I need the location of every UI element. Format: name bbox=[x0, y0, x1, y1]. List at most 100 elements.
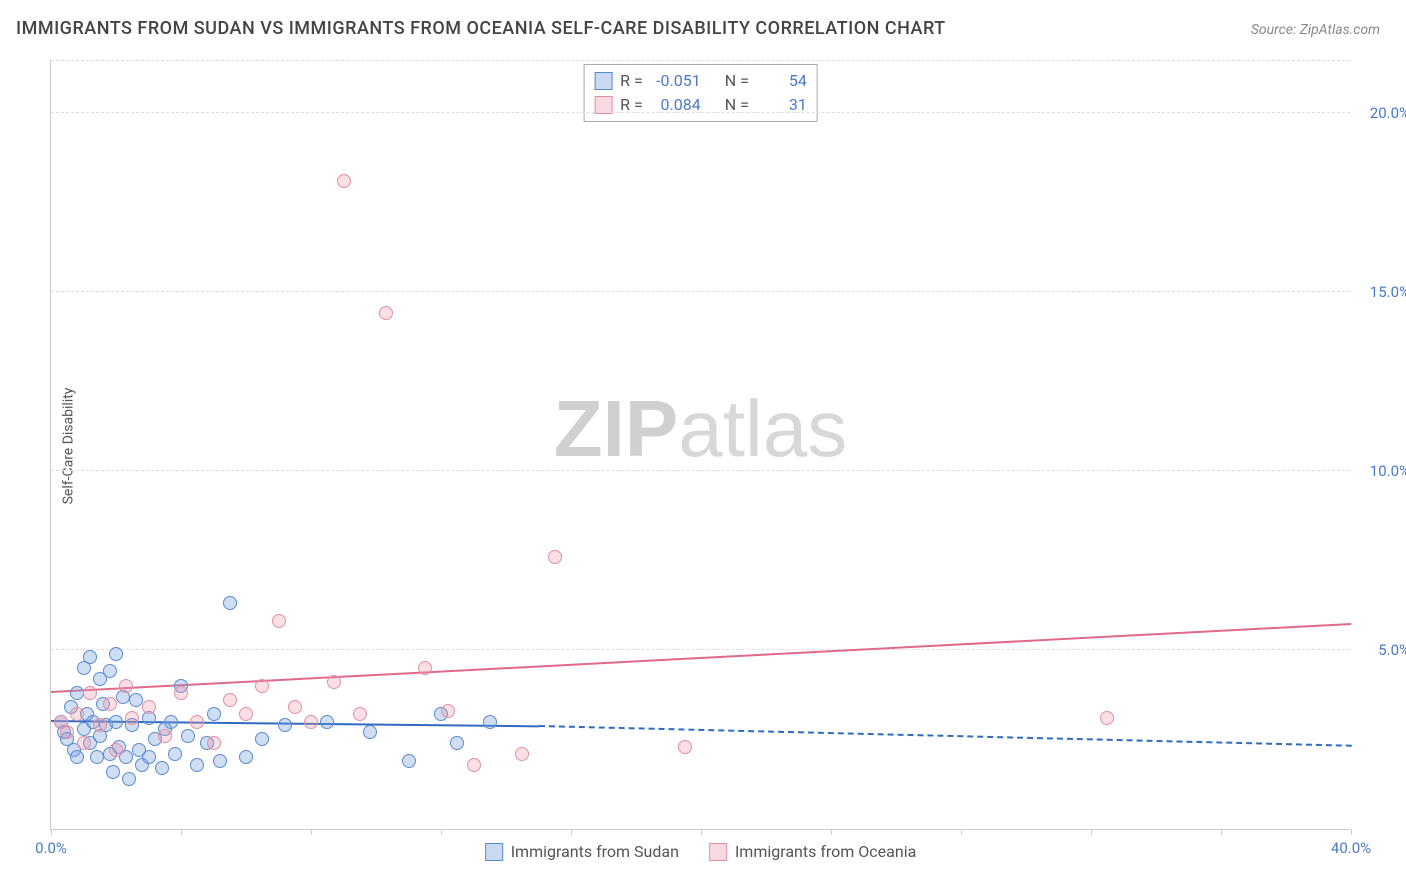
data-point bbox=[548, 550, 562, 564]
r-label: R = bbox=[620, 93, 643, 117]
data-point bbox=[450, 736, 464, 750]
data-point bbox=[1100, 711, 1114, 725]
data-point bbox=[255, 732, 269, 746]
correlation-legend: R = -0.051 N = 54 R = 0.084 N = 31 bbox=[583, 64, 818, 122]
swatch-blue-icon bbox=[594, 72, 612, 90]
data-point bbox=[142, 750, 156, 764]
data-point bbox=[109, 743, 123, 757]
data-point bbox=[213, 754, 227, 768]
regression-line bbox=[51, 720, 539, 727]
y-tick-label: 15.0% bbox=[1355, 283, 1406, 301]
data-point bbox=[122, 772, 136, 786]
data-point bbox=[190, 758, 204, 772]
data-point bbox=[60, 725, 74, 739]
n-label: N = bbox=[725, 69, 749, 93]
data-point bbox=[467, 758, 481, 772]
series-legend: Immigrants from Sudan Immigrants from Oc… bbox=[485, 842, 917, 861]
data-point bbox=[207, 736, 221, 750]
gridline bbox=[51, 112, 1350, 113]
legend-row-oceania: R = 0.084 N = 31 bbox=[594, 93, 807, 117]
x-tick bbox=[311, 829, 312, 835]
data-point bbox=[327, 675, 341, 689]
data-point bbox=[288, 700, 302, 714]
x-tick bbox=[701, 829, 702, 835]
data-point bbox=[125, 711, 139, 725]
y-tick-label: 10.0% bbox=[1355, 462, 1406, 480]
data-point bbox=[483, 715, 497, 729]
y-tick-label: 20.0% bbox=[1355, 104, 1406, 122]
regression-line bbox=[51, 623, 1351, 693]
gridline bbox=[51, 60, 1350, 61]
x-tick bbox=[181, 829, 182, 835]
data-point bbox=[239, 750, 253, 764]
data-point bbox=[278, 718, 292, 732]
data-point bbox=[70, 707, 84, 721]
r-label: R = bbox=[620, 69, 643, 93]
data-point bbox=[181, 729, 195, 743]
data-point bbox=[223, 693, 237, 707]
data-point bbox=[441, 704, 455, 718]
data-point bbox=[83, 686, 97, 700]
watermark-zip: ZIP bbox=[554, 384, 678, 473]
data-point bbox=[379, 306, 393, 320]
data-point bbox=[304, 715, 318, 729]
legend-item-sudan: Immigrants from Sudan bbox=[485, 842, 679, 861]
gridline bbox=[51, 291, 1350, 292]
data-point bbox=[155, 761, 169, 775]
data-point bbox=[255, 679, 269, 693]
x-tick-label: 40.0% bbox=[1331, 839, 1371, 857]
legend-item-oceania: Immigrants from Oceania bbox=[709, 842, 916, 861]
legend-row-sudan: R = -0.051 N = 54 bbox=[594, 69, 807, 93]
gridline bbox=[51, 470, 1350, 471]
data-point bbox=[402, 754, 416, 768]
x-tick bbox=[1221, 829, 1222, 835]
data-point bbox=[239, 707, 253, 721]
data-point bbox=[142, 700, 156, 714]
data-point bbox=[174, 686, 188, 700]
data-point bbox=[103, 697, 117, 711]
data-point bbox=[337, 174, 351, 188]
n-value-oceania: 31 bbox=[757, 93, 807, 117]
data-point bbox=[106, 765, 120, 779]
watermark-atlas: atlas bbox=[678, 384, 847, 473]
data-point bbox=[129, 693, 143, 707]
data-point bbox=[168, 747, 182, 761]
x-tick-label: 0.0% bbox=[35, 839, 67, 857]
x-tick bbox=[441, 829, 442, 835]
data-point bbox=[223, 596, 237, 610]
chart-title: IMMIGRANTS FROM SUDAN VS IMMIGRANTS FROM… bbox=[16, 18, 946, 39]
data-point bbox=[93, 718, 107, 732]
x-tick bbox=[571, 829, 572, 835]
data-point bbox=[418, 661, 432, 675]
data-point bbox=[83, 650, 97, 664]
n-value-sudan: 54 bbox=[757, 69, 807, 93]
x-tick bbox=[1351, 829, 1352, 835]
data-point bbox=[119, 679, 133, 693]
data-point bbox=[353, 707, 367, 721]
legend-label-oceania: Immigrants from Oceania bbox=[735, 842, 916, 861]
chart-container: IMMIGRANTS FROM SUDAN VS IMMIGRANTS FROM… bbox=[0, 0, 1406, 892]
r-value-sudan: -0.051 bbox=[651, 69, 701, 93]
data-point bbox=[70, 686, 84, 700]
n-label: N = bbox=[725, 93, 749, 117]
plot-area: ZIPatlas R = -0.051 N = 54 R = 0.084 N =… bbox=[50, 60, 1350, 830]
data-point bbox=[103, 664, 117, 678]
regression-line bbox=[538, 725, 1351, 747]
legend-label-sudan: Immigrants from Sudan bbox=[511, 842, 679, 861]
swatch-blue-icon bbox=[485, 843, 503, 861]
data-point bbox=[320, 715, 334, 729]
data-point bbox=[77, 736, 91, 750]
x-tick bbox=[51, 829, 52, 835]
data-point bbox=[363, 725, 377, 739]
data-point bbox=[164, 715, 178, 729]
data-point bbox=[109, 647, 123, 661]
data-point bbox=[190, 715, 204, 729]
source-attribution: Source: ZipAtlas.com bbox=[1251, 22, 1380, 38]
data-point bbox=[90, 750, 104, 764]
data-point bbox=[678, 740, 692, 754]
data-point bbox=[109, 715, 123, 729]
r-value-oceania: 0.084 bbox=[651, 93, 701, 117]
data-point bbox=[158, 729, 172, 743]
data-point bbox=[272, 614, 286, 628]
data-point bbox=[207, 707, 221, 721]
